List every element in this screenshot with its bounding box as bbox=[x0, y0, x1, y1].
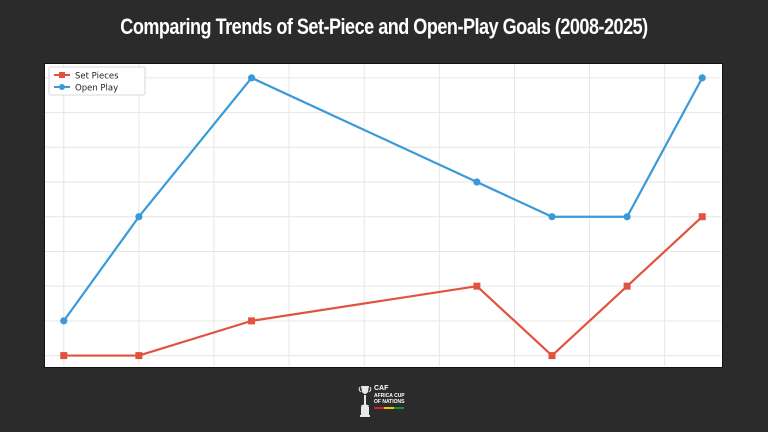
legend-marker-open-play bbox=[59, 84, 65, 90]
data-point-open-play bbox=[473, 178, 481, 186]
data-point-set-pieces bbox=[473, 282, 481, 290]
logo-stripe bbox=[374, 407, 404, 409]
data-point-open-play bbox=[548, 213, 556, 221]
grid-lines bbox=[45, 64, 721, 366]
data-point-set-pieces bbox=[698, 213, 706, 221]
data-point-open-play bbox=[623, 213, 631, 221]
data-point-set-pieces bbox=[60, 352, 68, 360]
logo-line-1: AFRICA CUP bbox=[374, 393, 405, 399]
logo-wordmark: CAF AFRICA CUP OF NATIONS bbox=[374, 385, 405, 409]
data-point-open-play bbox=[247, 74, 256, 82]
line-chart: Set Pieces Open Play bbox=[45, 64, 721, 366]
data-point-open-play bbox=[135, 213, 143, 221]
legend: Set Pieces Open Play bbox=[48, 66, 146, 96]
data-point-set-pieces bbox=[548, 352, 556, 360]
legend-label-open-play: Open Play bbox=[75, 84, 118, 94]
chart-title: Comparing Trends of Set-Piece and Open-P… bbox=[120, 14, 648, 39]
legend-label-set-pieces: Set Pieces bbox=[75, 72, 119, 82]
logo-line-2: OF NATIONS bbox=[374, 399, 405, 405]
data-point-open-play bbox=[60, 317, 68, 325]
series-line-open-play bbox=[62, 76, 704, 322]
data-point-set-pieces bbox=[623, 282, 631, 290]
plot-area: Set Pieces Open Play bbox=[44, 63, 723, 368]
legend-box bbox=[48, 66, 146, 96]
data-point-set-pieces bbox=[135, 352, 143, 360]
series-group bbox=[60, 74, 706, 360]
data-point-open-play bbox=[698, 74, 706, 82]
legend-marker-set-pieces bbox=[59, 72, 65, 78]
logo-caf: CAF bbox=[374, 385, 389, 392]
caf-logo: CAF AFRICA CUP OF NATIONS bbox=[358, 384, 410, 420]
trophy-icon bbox=[358, 386, 372, 417]
data-point-set-pieces bbox=[248, 317, 256, 325]
